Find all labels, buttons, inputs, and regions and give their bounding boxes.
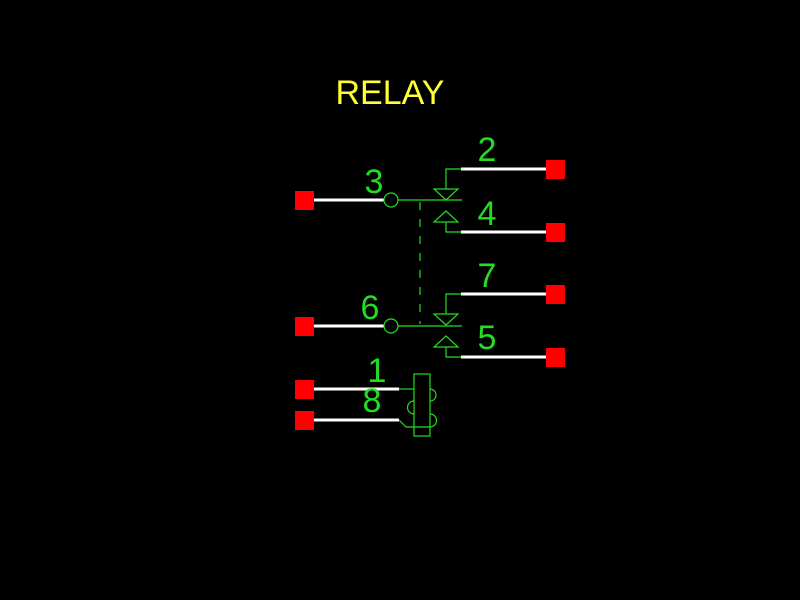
pin-4-pad[interactable] (546, 223, 565, 242)
pin-1-pad[interactable] (295, 380, 314, 399)
pin-7-label: 7 (478, 257, 497, 295)
contact-arrow-down-b (432, 313, 460, 326)
pin-6-pad[interactable] (295, 317, 314, 336)
pin-6-label: 6 (361, 289, 380, 327)
coil-lead-bottom (398, 419, 430, 428)
component-title: RELAY (336, 74, 445, 112)
pin-3-pad[interactable] (295, 191, 314, 210)
coil-winding-2 (406, 400, 415, 415)
pin-1-label: 1 (368, 352, 387, 390)
no-wire-b (445, 347, 461, 358)
nc-wire-b (445, 293, 461, 314)
contact-group-a: 3 2 4 (295, 131, 565, 242)
pin-8-label: 8 (363, 382, 382, 420)
relay-coil: 1 8 (295, 352, 438, 437)
coil-winding-1 (429, 388, 437, 402)
pin-4-label: 4 (478, 195, 497, 233)
pin-2-pad[interactable] (546, 160, 565, 179)
coil-core (413, 373, 431, 437)
pin-5-label: 5 (478, 319, 497, 357)
no-wire-a (445, 222, 461, 233)
contact-arrow-down-a (432, 188, 460, 201)
pin-7-pad[interactable] (546, 285, 565, 304)
nc-wire-a (445, 168, 461, 189)
pin-2-label: 2 (478, 131, 497, 169)
pin-3-label: 3 (365, 163, 384, 201)
pin-5-pad[interactable] (546, 348, 565, 367)
pin-8-pad[interactable] (295, 411, 314, 430)
contact-group-b: 6 7 5 (295, 257, 565, 367)
coil-winding-3 (429, 413, 438, 428)
